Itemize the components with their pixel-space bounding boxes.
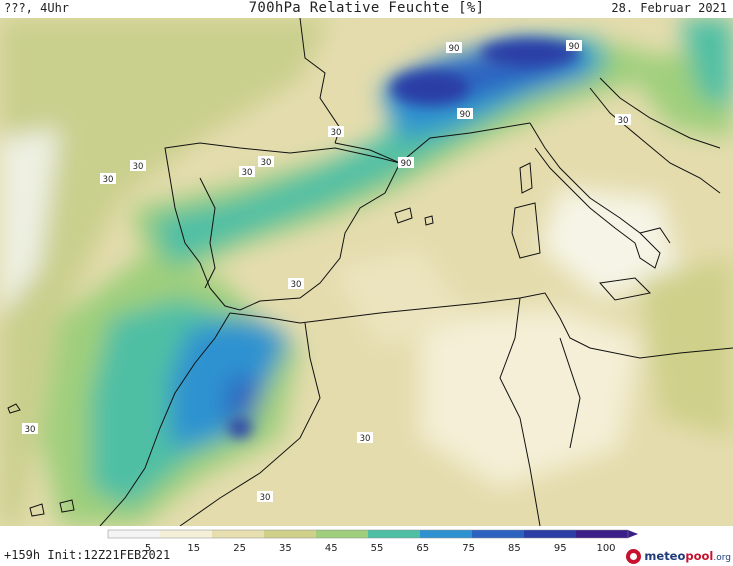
contour-label: 30 xyxy=(357,432,373,444)
colorbar-swatch xyxy=(420,530,473,538)
humidity-map: 90 90 90 90 30 30 30 30 30 30 30 30 30 3… xyxy=(0,18,733,526)
colorbar-swatch xyxy=(264,530,317,538)
contour-label: 30 xyxy=(130,160,146,172)
colorbar-tick-label: 55 xyxy=(371,543,384,554)
colorbar-tick-label: 35 xyxy=(279,543,292,554)
colorbar-tick-label: 95 xyxy=(554,543,567,554)
colorbar-swatch xyxy=(368,530,421,538)
svg-text:30: 30 xyxy=(260,493,271,503)
svg-text:30: 30 xyxy=(360,434,371,444)
forecast-time-label: ???, 4Uhr xyxy=(4,1,70,15)
colorbar-tick-label: 25 xyxy=(233,543,246,554)
model-run-info: +159h Init:12Z21FEB2021 xyxy=(4,548,171,562)
forecast-date: 28. Februar 2021 xyxy=(611,1,727,15)
contour-label: 30 xyxy=(328,126,344,138)
colorbar-swatch xyxy=(524,530,577,538)
contour-label: 30 xyxy=(288,278,304,290)
svg-text:90: 90 xyxy=(449,44,460,54)
contour-label: 30 xyxy=(100,173,116,185)
contour-label: 30 xyxy=(257,491,273,503)
contour-label: 30 xyxy=(239,166,255,178)
svg-text:30: 30 xyxy=(25,425,36,435)
svg-text:90: 90 xyxy=(460,110,471,120)
svg-text:30: 30 xyxy=(618,116,629,126)
contour-label: 90 xyxy=(446,42,462,54)
humidity-maxima xyxy=(228,39,580,438)
logo-text-meteo: meteo xyxy=(644,549,686,563)
colorbar-swatch xyxy=(108,530,161,538)
colorbar-ticks: 5 15 25 35 45 55 65 75 85 95 100 xyxy=(145,543,616,554)
colorbar-swatch xyxy=(212,530,265,538)
logo-text-org: .org xyxy=(713,553,731,563)
colorbar-outline xyxy=(107,529,629,539)
colorbar-swatch xyxy=(472,530,525,538)
logo-icon xyxy=(626,548,642,564)
colorbar-tick-label: 5 xyxy=(145,543,151,554)
colorbar-swatches xyxy=(107,529,638,539)
meteopool-logo[interactable]: meteopool.org xyxy=(626,547,731,565)
colorbar-swatch xyxy=(160,530,213,538)
svg-text:90: 90 xyxy=(401,159,412,169)
contour-label: 30 xyxy=(258,156,274,168)
contour-label: 90 xyxy=(457,108,473,120)
contour-labels: 90 90 90 90 30 30 30 30 30 30 30 30 30 3… xyxy=(22,40,631,503)
svg-text:30: 30 xyxy=(103,175,114,185)
svg-text:30: 30 xyxy=(331,128,342,138)
map-title: 700hPa Relative Feuchte [%] xyxy=(248,0,485,16)
colorbar-tick-label: 100 xyxy=(596,543,615,554)
contour-label: 90 xyxy=(398,157,414,169)
svg-text:30: 30 xyxy=(133,162,144,172)
colorbar-legend: 5 15 25 35 45 55 65 75 85 95 100 xyxy=(107,529,638,554)
colorbar-tick-label: 75 xyxy=(462,543,475,554)
colorbar-arrow xyxy=(628,530,638,538)
svg-text:30: 30 xyxy=(291,280,302,290)
colorbar-swatch xyxy=(316,530,369,538)
svg-text:30: 30 xyxy=(242,168,253,178)
logo-text-pool: pool xyxy=(685,549,714,563)
contour-label: 30 xyxy=(615,114,631,126)
svg-text:30: 30 xyxy=(261,158,272,168)
svg-text:90: 90 xyxy=(569,42,580,52)
contour-label: 30 xyxy=(22,423,38,435)
colorbar-tick-label: 15 xyxy=(187,543,200,554)
islands xyxy=(7,162,652,517)
colorbar-swatch xyxy=(576,530,629,538)
colorbar-tick-label: 65 xyxy=(416,543,429,554)
colorbar-tick-label: 45 xyxy=(325,543,338,554)
colorbar-tick-label: 85 xyxy=(508,543,521,554)
contour-label: 90 xyxy=(566,40,582,52)
